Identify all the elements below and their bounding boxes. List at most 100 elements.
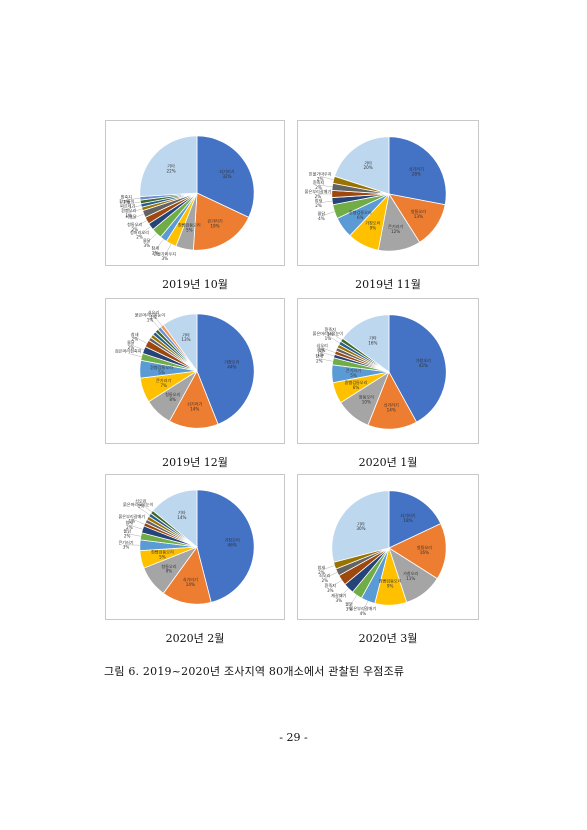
data-label: 쇠기러기 32% [219, 168, 234, 179]
data-label: 민물가마우지 3% [153, 250, 176, 261]
pie-chart-2020-02: 가창오리 46% 쇠기러기 14% 청둥오리 9% 흰뺨검둥오리 5% 큰기러기 3%물닭 2%참새… [118, 489, 255, 605]
data-label: 흰뺨검둥오리 6% [349, 209, 372, 220]
data-label: 쇠오리 1% [316, 342, 328, 353]
leader-line [348, 595, 357, 607]
data-label: 기타 22% [167, 163, 176, 174]
data-label: 민물가마우지 2% [309, 170, 332, 181]
leader-line [318, 200, 333, 204]
chart-label-2020-03: 2020년 3월 [358, 632, 418, 645]
data-label: 청둥오리 8% [165, 391, 180, 402]
page-number: - 29 - [279, 731, 308, 744]
data-label: 흰죽지 1% [325, 326, 337, 337]
data-label: 흰죽지 3% [325, 582, 337, 593]
data-label: 가창오리 11% [403, 570, 418, 581]
pie-slice [196, 135, 255, 218]
pie-slice [331, 490, 390, 563]
data-label: 참새 2% [126, 519, 134, 530]
data-label: 참새 2% [315, 353, 323, 364]
data-label: 붉은머리오목눈이 1% [313, 330, 344, 341]
data-label: 물닭 3% [345, 601, 353, 612]
data-label: 참새 2% [315, 197, 323, 208]
pie-chart-2020-03: 쇠기러기 18% 청둥오리 16% 가창오리 11%흰뺨검둥오리 9% 붉은부리갈매기 4%물닭… [318, 490, 447, 616]
data-label: 흰뺨검둥오리 9% [379, 577, 402, 588]
chart-panel-2019-11: 쇠기러기 28% 청둥오리 13% 큰기러기 12% 가창오리 9% 흰뺨검둥오리 6% 물닭 4% 참… [297, 120, 479, 266]
data-label: 쇠기러기 14% [183, 576, 198, 587]
chart-label-2020-02: 2020년 2월 [165, 632, 225, 645]
data-label: 큰기러기 19% [207, 218, 222, 229]
data-label: 쇠기러기 14% [187, 400, 202, 411]
data-label: 흰죽지 2% [313, 179, 325, 190]
pie-slice [388, 523, 447, 580]
data-label: 흰뺨검둥오리 5% [178, 222, 201, 233]
data-label: 청둥오리 13% [411, 208, 426, 219]
pie-slice [192, 192, 250, 251]
leader-line [324, 572, 338, 579]
data-label: 청둥오리 16% [417, 544, 432, 555]
pie-chart-2019-12: 가창오리 44% 쇠기러기 14% 청둥오리 8% 큰기러기 7% 흰뺨검둥오리 5% 검은머리흰죽… [115, 309, 255, 429]
leader-line [139, 226, 151, 235]
chart-label-2019-10: 2019년 10월 [162, 278, 228, 291]
leader-line [134, 220, 147, 228]
leader-line [330, 331, 342, 340]
data-label: 참새 2% [318, 564, 326, 575]
data-label: 큰기러기 3% [118, 539, 133, 550]
data-label: 큰기러기 7% [156, 377, 171, 388]
data-label: 기타 20% [364, 159, 373, 170]
pie-slice [388, 136, 447, 206]
leader-line [330, 579, 342, 589]
data-label: 기타 13% [181, 331, 190, 342]
chart-label-2019-12: 2019년 12월 [162, 456, 228, 469]
leader-line [128, 208, 143, 214]
chart-panel-2020-02: 가창오리 46% 쇠기러기 14% 청둥오리 9% 흰뺨검둥오리 5% 큰기러기 3% 물닭 2% 참새… [105, 474, 285, 620]
data-label: 흰뺨검둥오리 5% [151, 549, 174, 560]
leader-line [164, 243, 172, 257]
leader-line [127, 533, 141, 537]
pie-slice [196, 313, 255, 425]
chart-panel-2020-03: 쇠기러기 18% 청둥오리 16% 가창오리 11% 흰뺨검둥오리 9% 붉은부리갈매기 4% 물닭… [297, 474, 479, 620]
data-label: 큰기러기 5% [346, 367, 361, 378]
data-label: 붉은부리갈매기 1% [119, 513, 146, 524]
data-label: 청머리오리 2% [130, 229, 149, 240]
leader-line [134, 336, 147, 344]
pie-slice [152, 489, 198, 548]
data-label: 흰뺨검둥오리 6% [345, 379, 368, 390]
data-label: 쇠기러기 18% [400, 512, 415, 523]
pie-chart-2020-01: 가창오리 42% 쇠기러기 14% 청둥오리 10% 흰뺨검둥오리 6%큰기러기 5% 참새 2%물… [313, 314, 447, 430]
leader-line [153, 314, 163, 326]
leader-line [126, 201, 141, 205]
data-label: 쇠기러기 28% [409, 165, 424, 176]
pie-slice [334, 136, 390, 195]
chart-label-2019-11: 2019년 11월 [355, 278, 421, 291]
data-label: 가창오리 42% [416, 357, 431, 368]
data-label: 쇠기러기 14% [384, 401, 399, 412]
data-label: 쇠오리 1% [148, 309, 160, 320]
leader-line [131, 518, 145, 525]
pie-slice [162, 313, 198, 373]
data-label: 참새 2% [131, 331, 139, 342]
data-label: 검은머리흰죽지 [115, 347, 142, 353]
leader-line [319, 358, 333, 362]
chart-panel-2019-12: 가창오리 44% 쇠기러기 14% 청둥오리 8% 큰기러기 7% 흰뺨검둥오리 5% 검은머리흰죽… [105, 298, 285, 444]
leader-line [320, 351, 335, 357]
pie-slice [342, 314, 390, 373]
data-label: 청둥오리 9% [161, 563, 176, 574]
leader-line [126, 198, 141, 200]
leader-line [318, 184, 333, 188]
data-label: 청둥오리 2% [127, 221, 142, 232]
data-label: 물닭 1% [317, 346, 325, 357]
leader-line [327, 335, 340, 344]
pie-slice [388, 314, 447, 423]
leader-line [149, 317, 160, 329]
leader-line [128, 353, 142, 357]
leader-line [129, 524, 143, 530]
chart-panel-2020-01: 가창오리 42% 쇠기러기 14% 청둥오리 10% 흰뺨검둥오리 6% 큰기러기 5% 참새 2% 물… [297, 298, 479, 444]
data-label: 붉은머리오목눈이 1% [135, 312, 166, 323]
leader-line [127, 205, 142, 209]
data-label: 황조롱이 [119, 198, 134, 204]
data-label: 재갈매기 3% [331, 592, 346, 603]
data-label: 물닭 2% [127, 339, 135, 350]
leader-line [338, 588, 349, 599]
leader-line [138, 506, 150, 516]
data-label: 참새 2% [151, 244, 159, 255]
leader-line [322, 347, 336, 353]
